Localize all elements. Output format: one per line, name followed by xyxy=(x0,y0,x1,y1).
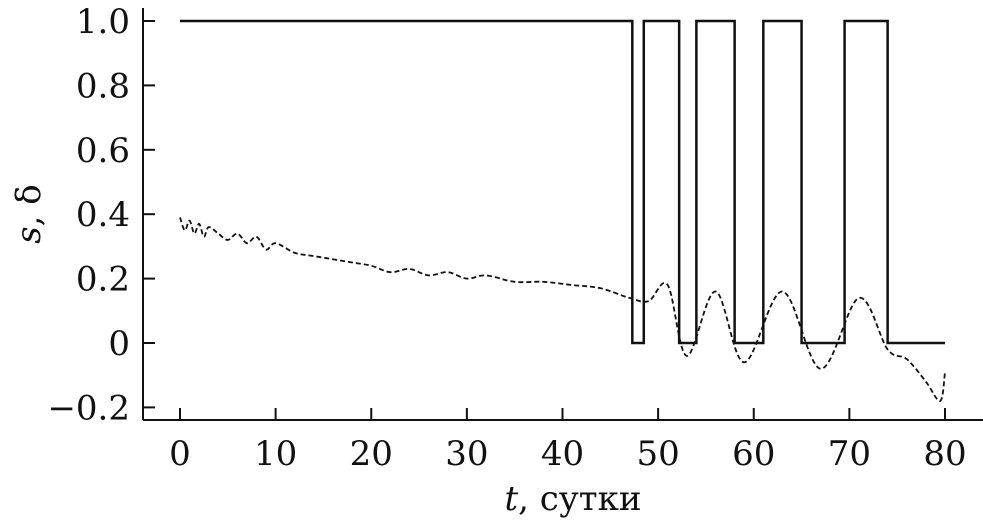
x-axis-title-variable: t xyxy=(504,479,518,519)
y-axis-title-s: s xyxy=(9,226,49,243)
axis-labels: 0 10 20 30 40 50 60 70 80−0.200.20.40.60.81.0t, … xyxy=(9,2,967,519)
y-tick-label: 1.0 xyxy=(76,2,130,42)
plot-area xyxy=(179,19,946,402)
axes xyxy=(142,8,983,421)
y-tick-label: 0.2 xyxy=(76,260,130,300)
x-tick-label: 50 xyxy=(636,434,679,474)
series-s-line xyxy=(180,19,945,345)
x-axis-title: t, сутки xyxy=(504,479,641,519)
x-tick-label: 0 xyxy=(169,434,191,474)
y-tick-label: 0.4 xyxy=(76,195,130,235)
x-axis-title-unit: , сутки xyxy=(518,479,641,519)
x-tick-label: 20 xyxy=(350,434,393,474)
y-axis-title-delta: , δ xyxy=(9,184,49,226)
x-tick-label: 40 xyxy=(541,434,584,474)
x-tick-label: 80 xyxy=(923,434,966,474)
x-tick-label: 30 xyxy=(445,434,488,474)
y-tick-label: 0.6 xyxy=(76,131,130,171)
y-axis-title: s, δ xyxy=(9,184,49,244)
y-tick-label: 0 xyxy=(108,324,130,364)
x-tick-label: 70 xyxy=(828,434,871,474)
x-tick-label: 60 xyxy=(732,434,775,474)
y-tick-label: −0.2 xyxy=(47,388,130,428)
series-delta-line xyxy=(179,217,946,402)
y-tick-label: 0.8 xyxy=(76,66,130,106)
x-tick-label: 10 xyxy=(254,434,297,474)
